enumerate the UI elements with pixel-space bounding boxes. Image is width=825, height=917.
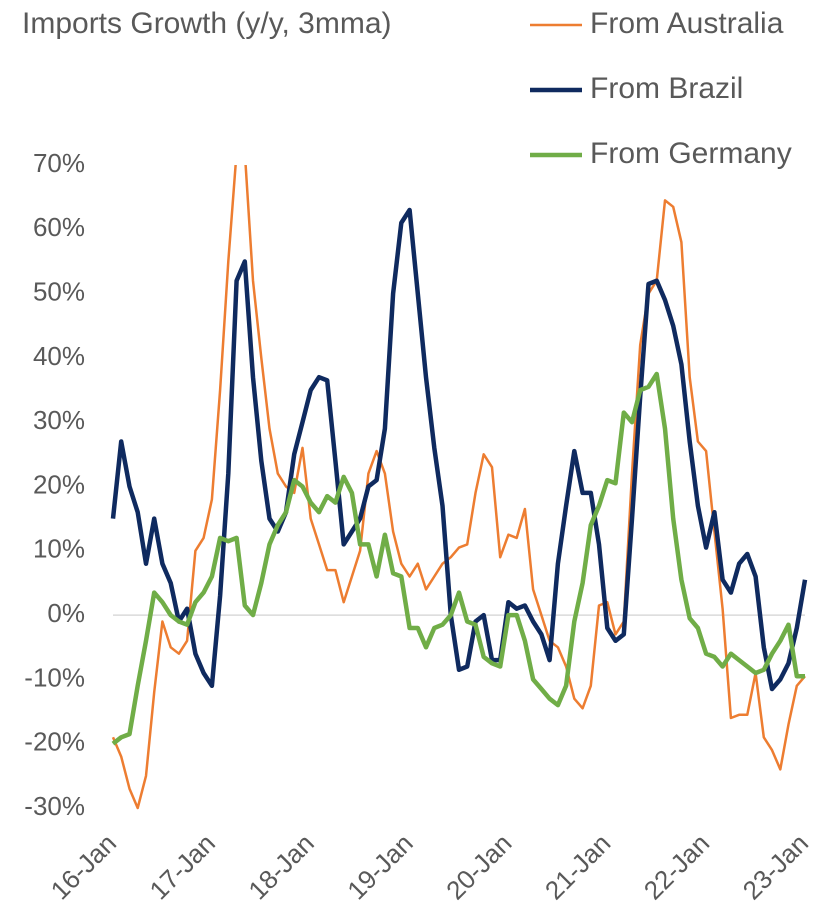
x-tick-label: 20-Jan	[440, 828, 517, 905]
x-tick-label: 19-Jan	[341, 828, 418, 905]
y-tick-label: -10%	[24, 662, 85, 692]
legend-label: From Australia	[590, 7, 784, 40]
y-tick-label: 0%	[47, 598, 85, 628]
legend-label: From Brazil	[590, 72, 743, 105]
x-tick-label: 22-Jan	[638, 828, 715, 905]
y-tick-label: 60%	[33, 212, 85, 242]
x-tick-label: 18-Jan	[242, 828, 319, 905]
y-tick-label: 50%	[33, 276, 85, 306]
y-tick-label: -30%	[24, 791, 85, 821]
x-tick-label: 16-Jan	[45, 828, 122, 905]
series-line	[111, 165, 806, 810]
series-line	[110, 207, 808, 692]
y-tick-label: 40%	[33, 341, 85, 371]
x-tick-label: 17-Jan	[144, 828, 221, 905]
y-tick-label: 20%	[33, 469, 85, 499]
y-tick-label: -20%	[24, 727, 85, 757]
x-tick-label: 23-Jan	[737, 828, 814, 905]
legend-label: From Germany	[590, 137, 792, 170]
y-tick-label: 30%	[33, 405, 85, 435]
chart-title: Imports Growth (y/y, 3mma)	[22, 7, 392, 40]
y-tick-label: 10%	[33, 534, 85, 564]
x-tick-label: 21-Jan	[539, 828, 616, 905]
y-tick-label: 70%	[33, 148, 85, 178]
series-line	[111, 371, 805, 746]
